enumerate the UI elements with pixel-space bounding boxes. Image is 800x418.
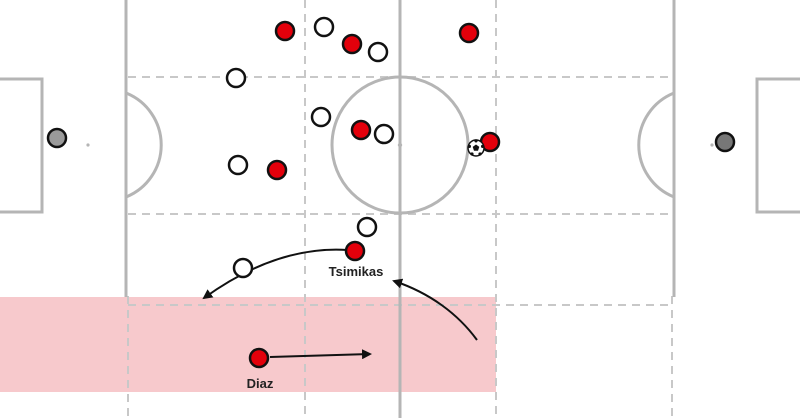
player-red-2 — [341, 33, 363, 55]
goalkeeper-right — [714, 131, 736, 153]
label-diaz: Diaz — [247, 376, 274, 391]
football-icon — [467, 139, 485, 157]
player-white-7 — [356, 216, 378, 238]
player-white-1 — [313, 16, 335, 38]
player-white-3 — [225, 67, 247, 89]
player-white-6 — [227, 154, 249, 176]
player-white-4 — [310, 106, 332, 128]
diagonal-run-arrow — [392, 278, 478, 341]
tsimikas-run-arrow — [202, 248, 349, 300]
left-flank-zone — [0, 297, 496, 392]
player-diaz — [248, 347, 270, 369]
label-tsimikas: Tsimikas — [329, 264, 384, 279]
goalkeeper-left — [46, 127, 68, 149]
player-white-5 — [373, 123, 395, 145]
player-white-8 — [232, 257, 254, 279]
player-white-2 — [367, 41, 389, 63]
player-tsimikas — [344, 240, 366, 262]
player-red-1 — [274, 20, 296, 42]
player-red-5 — [266, 159, 288, 181]
penalty-spot-right — [710, 143, 714, 147]
centre-spot — [397, 142, 403, 148]
diaz-run-arrow — [269, 349, 372, 360]
players — [46, 16, 736, 369]
player-red-4 — [350, 119, 372, 141]
player-red-3 — [458, 22, 480, 44]
penalty-spot-left — [86, 143, 90, 147]
